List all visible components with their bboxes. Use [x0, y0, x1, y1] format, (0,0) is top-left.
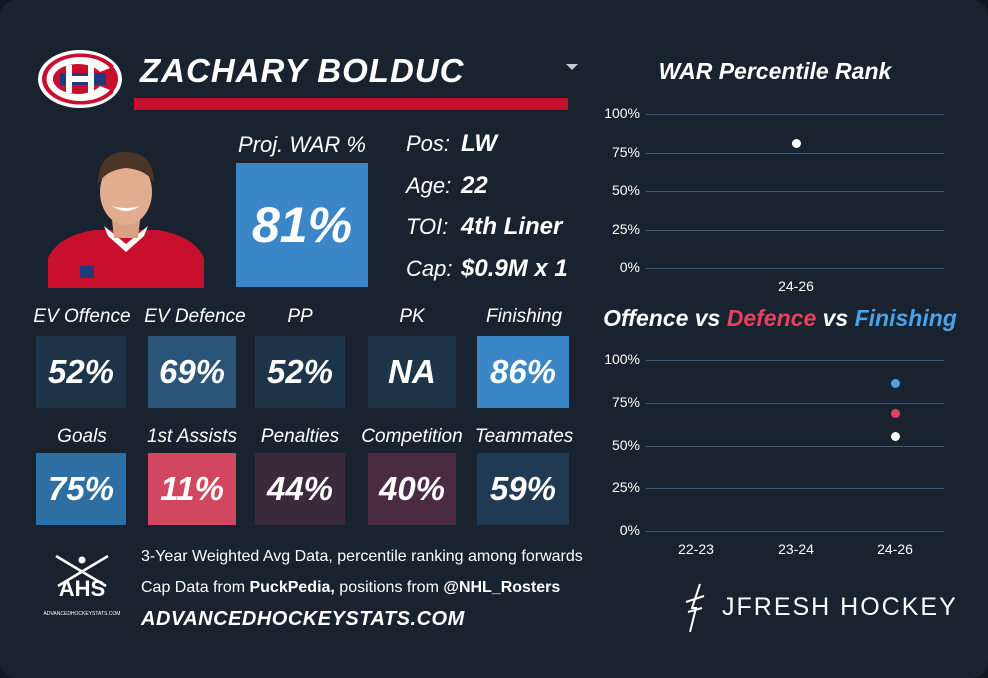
- war-percentile-chart: 100% 75% 50% 25% 0% 24-26: [596, 104, 956, 304]
- gridline: [646, 445, 944, 447]
- gridline: [646, 488, 944, 490]
- age-label: Age:: [406, 173, 452, 198]
- war-label: Proj. WAR %: [238, 132, 366, 157]
- pos-label: Pos:: [406, 131, 451, 156]
- y-tick-label: 75%: [611, 393, 640, 410]
- data-point: [890, 432, 900, 442]
- ahs-logo-text: AHS: [59, 576, 105, 601]
- tile-pp: 52%: [255, 336, 345, 408]
- tile-finishing: 86%: [477, 336, 569, 408]
- cap-label: Cap:: [406, 256, 453, 281]
- site-url[interactable]: ADVANCEDHOCKEYSTATS.COM: [141, 608, 465, 630]
- ahs-logo-subtext: ADVANCEDHOCKEYSTATS.COM: [44, 611, 121, 617]
- footer-note: 3-Year Weighted Avg Data, percentile ran…: [141, 548, 583, 565]
- player-name: ZACHARY BOLDUC: [140, 52, 465, 89]
- tile-label-ev-defence: EV Defence: [144, 306, 246, 327]
- jfresh-logo-icon: [685, 583, 705, 633]
- gridline: [646, 229, 944, 231]
- tile-competition: 40%: [368, 453, 456, 525]
- x-tick-label: 24-26: [778, 278, 814, 294]
- gridline: [646, 191, 944, 192]
- tile-ev-defence: 69%: [148, 336, 236, 408]
- gridline: [646, 268, 944, 269]
- tile-label-competition: Competition: [361, 426, 463, 447]
- tile-1st-assists: 11%: [148, 453, 236, 525]
- name-underline: [134, 98, 568, 110]
- jfresh-hockey-brand: JFRESH HOCKEY: [722, 593, 958, 621]
- y-tick-label: 0%: [619, 522, 640, 538]
- gridline: [646, 531, 944, 532]
- x-tick-label: 23-24: [778, 541, 814, 557]
- y-tick-label: 25%: [611, 220, 640, 237]
- data-point: [890, 379, 900, 389]
- y-tick-label: 100%: [604, 105, 640, 121]
- player-headshot: [48, 140, 204, 288]
- tile-label-penalties: Penalties: [260, 426, 340, 447]
- nhl-rosters-link[interactable]: @NHL_Rosters: [443, 579, 561, 596]
- footer-sources: Cap Data from PuckPedia, positions from …: [141, 579, 560, 597]
- data-point: [890, 408, 900, 418]
- tile-label-1st-assists: 1st Assists: [146, 426, 238, 447]
- footer-sources-prefix: Cap Data from: [141, 579, 250, 596]
- tile-ev-offence: 52%: [36, 336, 126, 408]
- toi-value: 4th Liner: [461, 213, 563, 240]
- toi-label: TOI:: [406, 214, 449, 239]
- chart2-title-part-2: Defence: [726, 305, 817, 331]
- y-tick-label: 25%: [611, 479, 640, 496]
- tile-goals: 75%: [36, 453, 126, 525]
- chart2-title-part-1: vs: [688, 305, 727, 331]
- tile-label-pp: PP: [287, 306, 313, 327]
- tile-label-pk: PK: [399, 306, 425, 327]
- age-value: 22: [461, 172, 488, 199]
- tile-teammates: 59%: [477, 453, 569, 525]
- y-tick-label: 0%: [619, 259, 640, 275]
- tile-label-finishing: Finishing: [485, 306, 563, 327]
- x-tick-label: 24-26: [877, 541, 913, 557]
- y-tick-label: 50%: [611, 182, 640, 198]
- x-tick-label: 22-23: [678, 541, 714, 557]
- y-tick-label: 50%: [611, 436, 640, 453]
- tile-label-ev-offence: EV Offence: [33, 306, 131, 327]
- chart2-title-part-4: Finishing: [854, 305, 957, 331]
- offence-defence-finishing-title: Offence vs Defence vs Finishing: [600, 305, 960, 332]
- pos-value: LW: [461, 130, 497, 157]
- war-value-tile: 81%: [236, 163, 368, 287]
- y-tick-label: 100%: [604, 351, 640, 367]
- tile-label-teammates: Teammates: [474, 426, 574, 447]
- offence-defence-finishing-chart: 100% 75% 50% 25% 0% 22-23 23-24 24-26: [596, 350, 956, 560]
- gridline: [646, 152, 944, 154]
- gridline: [646, 114, 944, 115]
- chart2-title-part-0: Offence: [603, 305, 689, 331]
- data-point: [791, 138, 801, 148]
- war-chart-title: WAR Percentile Rank: [658, 58, 892, 84]
- ahs-logo: AHS ADVANCEDHOCKEYSTATS.COM: [44, 554, 121, 617]
- gridline: [646, 360, 944, 361]
- footer-sources-mid: positions from: [334, 579, 444, 596]
- canadiens-logo: [38, 50, 122, 108]
- cap-value: $0.9M x 1: [461, 255, 568, 282]
- puckpedia-link[interactable]: PuckPedia,: [249, 579, 335, 596]
- chart2-title-part-3: vs: [816, 305, 855, 331]
- tile-pk: NA: [368, 336, 456, 408]
- y-tick-label: 75%: [611, 143, 640, 160]
- chevron-down-icon[interactable]: [566, 64, 578, 70]
- tile-label-goals: Goals: [57, 426, 107, 447]
- tile-penalties: 44%: [255, 453, 345, 525]
- gridline: [646, 402, 944, 404]
